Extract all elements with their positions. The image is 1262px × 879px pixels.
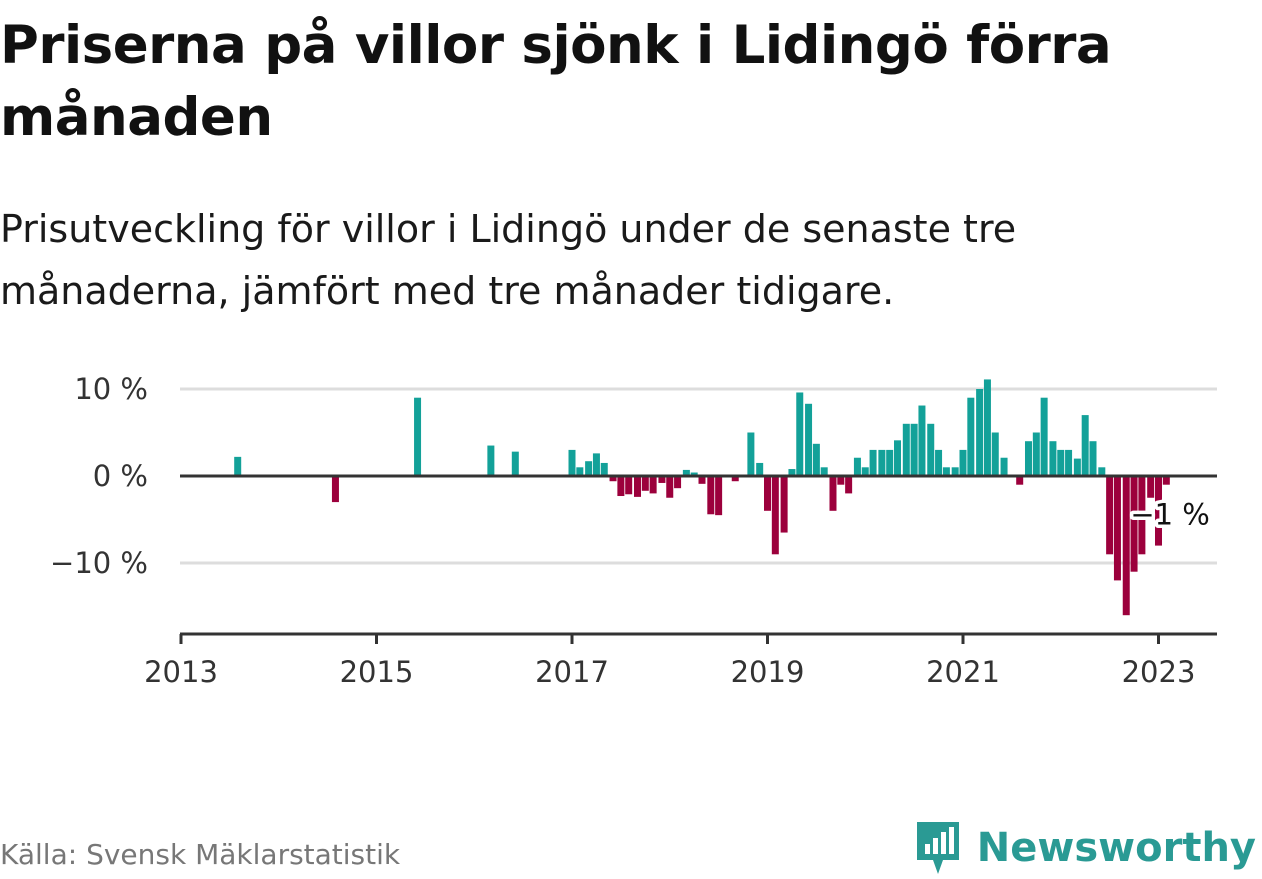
- bar: [511, 451, 519, 476]
- bar: [568, 449, 576, 476]
- bar: [731, 476, 739, 482]
- bar: [698, 476, 706, 484]
- bar: [878, 449, 886, 476]
- x-tick-label: 2019: [731, 655, 805, 689]
- bar: [666, 476, 674, 498]
- bar: [576, 467, 584, 476]
- bar: [1098, 467, 1106, 476]
- annotation-layer: −1 %−1 %: [1127, 494, 1214, 535]
- bar: [487, 445, 495, 476]
- bar: [756, 462, 764, 476]
- bar: [625, 476, 633, 495]
- bar: [1016, 476, 1024, 485]
- bar: [845, 476, 853, 494]
- bar: [991, 432, 999, 476]
- bar: [585, 461, 593, 476]
- bars-layer: [234, 379, 1170, 616]
- y-tick-label: 0 %: [93, 459, 148, 493]
- bar: [1032, 432, 1040, 476]
- bar: [414, 397, 422, 476]
- bar: [805, 403, 813, 476]
- chart-subtitle: Prisutveckling för villor i Lidingö unde…: [0, 207, 1017, 313]
- bar: [331, 476, 339, 503]
- bar: [771, 476, 779, 555]
- bar: [1113, 476, 1121, 581]
- bar: [592, 453, 600, 476]
- brand-name: Newsworthy: [976, 825, 1256, 871]
- bar: [942, 467, 950, 476]
- bar: [1106, 476, 1114, 555]
- bar: [1057, 449, 1065, 476]
- bar: [918, 405, 926, 476]
- bar: [967, 397, 975, 476]
- bar: [910, 423, 918, 476]
- bar: [1162, 476, 1170, 485]
- bar: [649, 476, 657, 494]
- bar: [764, 476, 771, 511]
- bar: [690, 472, 698, 476]
- bar: [715, 476, 723, 516]
- axis-layer: 10 % 0 % −10 % 2013 2015 2017 2019 2021 2023: [50, 372, 1217, 689]
- bar-chart: 10 % 0 % −10 % 2013 2015 2017 2019 2021 2023 −1 …: [50, 372, 1217, 689]
- bar: [837, 476, 845, 485]
- bar: [861, 467, 869, 476]
- bar: [747, 432, 755, 476]
- last-value-annotation: −1 %: [1130, 497, 1210, 531]
- bar: [1155, 476, 1162, 546]
- bar: [1081, 415, 1089, 476]
- brand-logo: Newsworthy: [913, 818, 1256, 878]
- x-tick-label: 2015: [340, 655, 414, 689]
- bar: [600, 462, 608, 476]
- bar: [1000, 457, 1008, 476]
- bar: [1049, 441, 1057, 476]
- bar: [812, 443, 820, 476]
- chart-title: Priserna på villor sjönk i Lidingö förra…: [0, 15, 1112, 148]
- bar: [829, 476, 837, 511]
- bar: [658, 476, 666, 483]
- bar: [927, 423, 935, 476]
- bar: [780, 476, 788, 533]
- bar: [609, 476, 617, 482]
- bar: [935, 449, 943, 476]
- bar: [1073, 458, 1081, 476]
- bar: [853, 457, 861, 476]
- bar: [1147, 476, 1155, 498]
- bar: [902, 423, 910, 476]
- bar: [674, 476, 682, 489]
- bar: [894, 440, 902, 476]
- annotation-halo: −1 %: [1130, 497, 1210, 531]
- grid-layer: [180, 387, 1217, 565]
- bar: [1089, 441, 1097, 476]
- bar: [886, 449, 894, 476]
- bar: [682, 469, 690, 476]
- x-tick-label: 2021: [926, 655, 1000, 689]
- bar: [1024, 441, 1032, 476]
- x-tick-label: 2013: [144, 655, 218, 689]
- x-tick-label: 2023: [1122, 655, 1196, 689]
- bar: [1122, 476, 1130, 616]
- newsworthy-logo-icon: [916, 822, 959, 874]
- bar: [1065, 449, 1073, 476]
- bar: [976, 389, 984, 476]
- bar: [820, 467, 828, 476]
- source-note: Källa: Svensk Mäklarstatistik: [0, 838, 401, 871]
- y-tick-label: −10 %: [50, 546, 148, 580]
- bar: [1040, 397, 1048, 476]
- bar: [641, 476, 649, 491]
- bar: [869, 449, 877, 476]
- x-tick-label: 2017: [535, 655, 609, 689]
- bar: [633, 476, 641, 497]
- bar: [707, 476, 715, 515]
- bar: [983, 379, 991, 476]
- bar: [951, 467, 959, 476]
- bar: [959, 449, 967, 476]
- bar: [1130, 476, 1138, 572]
- bar: [1138, 476, 1146, 555]
- y-tick-label: 10 %: [74, 372, 148, 406]
- bar: [796, 392, 804, 476]
- bar: [234, 456, 242, 476]
- bar: [788, 469, 796, 476]
- bar: [617, 476, 625, 497]
